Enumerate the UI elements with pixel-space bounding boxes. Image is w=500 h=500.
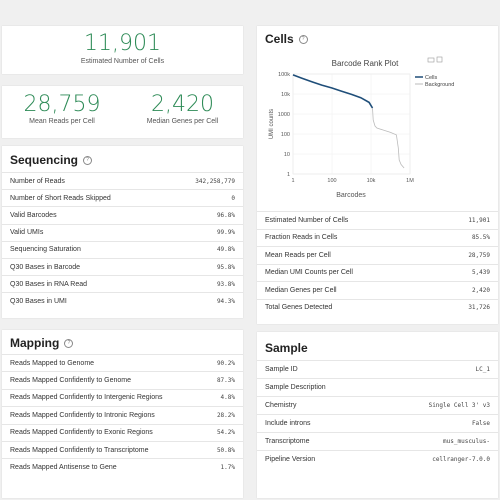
y-tick-label: 100 xyxy=(281,132,290,138)
reads-genes-card: 28,759 Mean Reads per Cell 2,420 Median … xyxy=(2,86,243,138)
y-axis-ticks: 100k 10k 1000 100 10 1 xyxy=(278,72,410,178)
toolbar-icons xyxy=(427,56,443,63)
table-row: Pipeline Version cellranger-7.0.0 xyxy=(257,450,498,468)
x-tick-label: 10k xyxy=(367,178,376,184)
sequencing-title: Sequencing? xyxy=(10,153,93,167)
table-row: Number of Short Reads Skipped 0 xyxy=(2,189,243,206)
legend: Cells Background xyxy=(415,75,454,88)
estimated-cells-label: Estimated Number of Cells xyxy=(80,58,165,65)
cells-title: Cells? xyxy=(265,32,308,46)
table-row: Reads Mapped Confidently to Genome 87.3% xyxy=(2,371,243,388)
table-row: Valid Barcodes 96.8% xyxy=(2,206,243,223)
table-row: Mean Reads per Cell 28,759 xyxy=(257,246,498,264)
plot-area xyxy=(292,73,411,175)
median-genes-value: 2,420 xyxy=(151,92,214,117)
table-row: Reads Mapped Confidently to Intronic Reg… xyxy=(2,406,243,423)
table-row: Reads Mapped Confidently to Intergenic R… xyxy=(2,388,243,406)
y-axis-label: UMI counts xyxy=(269,109,275,139)
background-series-line xyxy=(372,107,405,169)
y-tick-label: 10 xyxy=(284,152,290,158)
table-row: Number of Reads 342,258,779 xyxy=(2,172,243,189)
mapping-table: Reads Mapped to Genome 90.2% Reads Mapped… xyxy=(2,354,243,476)
table-row: Median UMI Counts per Cell 5,439 xyxy=(257,263,498,282)
table-row: Q30 Bases in Barcode 95.8% xyxy=(2,257,243,275)
help-icon[interactable]: ? xyxy=(83,156,93,166)
table-row: Chemistry Single Cell 3' v3 xyxy=(257,396,498,414)
cells-card: Cells? Barcode Rank Plot 100k 10k 1000 100 1… xyxy=(257,26,498,324)
table-row: Sample ID LC_1 xyxy=(257,360,498,378)
table-row: Reads Mapped Antisense to Gene 1.7% xyxy=(2,458,243,475)
table-row: Sample Description xyxy=(257,378,498,396)
table-row: Include introns False xyxy=(257,414,498,432)
table-row: Total Genes Detected 31,726 xyxy=(257,298,498,317)
help-icon[interactable]: ? xyxy=(64,339,74,349)
help-icon[interactable]: ? xyxy=(298,35,308,45)
table-row: Q30 Bases in RNA Read 93.8% xyxy=(2,275,243,292)
sample-title: Sample xyxy=(265,341,308,355)
table-row: Valid UMIs 99.9% xyxy=(2,223,243,241)
x-axis-ticks: 1 100 10k 1M xyxy=(291,74,414,184)
sample-card: Sample Sample ID LC_1 Sample Description … xyxy=(257,332,498,498)
x-axis-label: Barcodes xyxy=(336,192,366,199)
estimated-cells-card: 11,901 Estimated Number of Cells xyxy=(2,26,243,74)
sample-table: Sample ID LC_1 Sample Description Chemist… xyxy=(257,360,498,468)
table-row: Estimated Number of Cells 11,901 xyxy=(257,211,498,229)
mean-reads-label: Mean Reads per Cell xyxy=(29,118,95,125)
y-tick-label: 10k xyxy=(281,92,290,98)
table-row: Q30 Bases in UMI 94.3% xyxy=(2,292,243,309)
legend-background-label: Background xyxy=(425,82,454,88)
table-row: Reads Mapped Confidently to Exonic Regio… xyxy=(2,423,243,441)
x-tick-label: 1 xyxy=(291,178,294,184)
mean-reads-value: 28,759 xyxy=(23,92,101,117)
cells-series-line xyxy=(292,74,374,109)
y-tick-label: 1000 xyxy=(278,112,290,118)
x-tick-label: 100 xyxy=(327,178,336,184)
median-genes-block: 2,420 Median Genes per Cell xyxy=(122,86,243,125)
median-genes-label: Median Genes per Cell xyxy=(146,118,219,125)
chart-title: Barcode Rank Plot xyxy=(332,59,399,68)
estimated-cells-value: 11,901 xyxy=(84,31,161,56)
fullscreen-icon[interactable] xyxy=(436,56,443,63)
table-row: Fraction Reads in Cells 85.5% xyxy=(257,228,498,247)
y-tick-label: 100k xyxy=(278,72,290,78)
sequencing-card: Sequencing? Number of Reads 342,258,779 N… xyxy=(2,146,243,318)
sequencing-table: Number of Reads 342,258,779 Number of Sho… xyxy=(2,172,243,310)
x-tick-label: 1M xyxy=(406,178,414,184)
table-row: Sequencing Saturation 49.8% xyxy=(2,240,243,258)
cells-table: Estimated Number of Cells 11,901 Fraction… xyxy=(257,211,498,316)
mapping-card: Mapping? Reads Mapped to Genome 90.2% Rea… xyxy=(2,330,243,498)
table-row: Transcriptome mus_musculus- xyxy=(257,432,498,450)
table-row: Median Genes per Cell 2,420 xyxy=(257,281,498,299)
chart-series xyxy=(292,74,405,169)
table-row: Reads Mapped to Genome 90.2% xyxy=(2,354,243,371)
y-tick-label: 1 xyxy=(287,172,290,178)
camera-icon[interactable] xyxy=(427,57,435,63)
mean-reads-block: 28,759 Mean Reads per Cell xyxy=(2,86,122,125)
legend-cells-label: Cells xyxy=(425,75,437,81)
mapping-title: Mapping? xyxy=(10,336,74,350)
table-row: Reads Mapped Confidently to Transcriptom… xyxy=(2,440,243,458)
